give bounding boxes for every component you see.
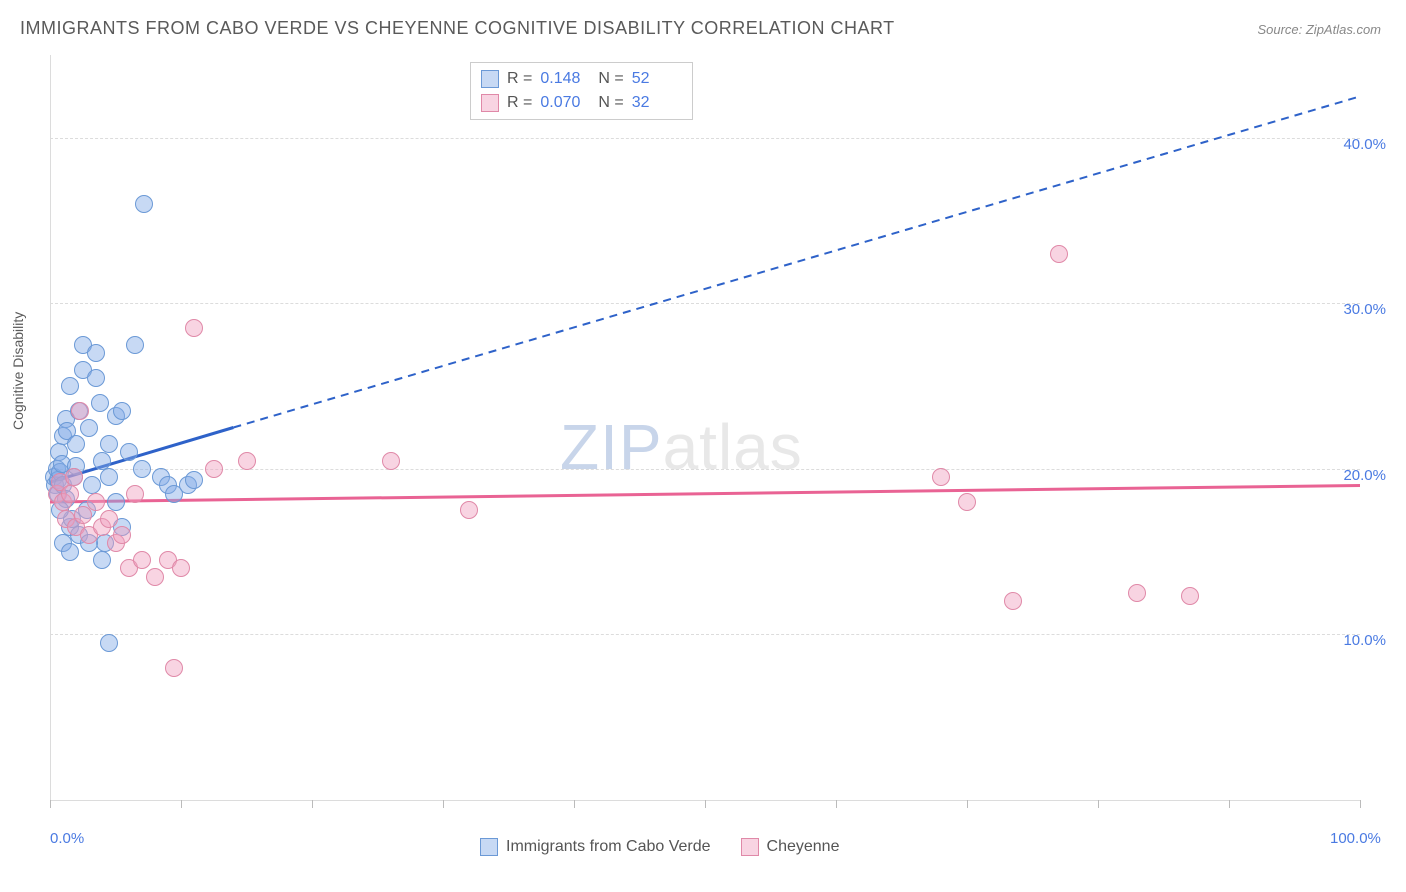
legend-label: Cheyenne <box>767 838 840 856</box>
scatter-point-cabo <box>93 452 111 470</box>
scatter-point-chey <box>185 319 203 337</box>
legend-item: Immigrants from Cabo Verde <box>480 838 711 856</box>
chart-title: IMMIGRANTS FROM CABO VERDE VS CHEYENNE C… <box>20 18 895 39</box>
legend-n-value: 32 <box>632 91 682 115</box>
x-tick <box>967 800 968 808</box>
y-tick-label: 40.0% <box>1343 136 1386 153</box>
y-tick-label: 30.0% <box>1343 301 1386 318</box>
scatter-point-chey <box>382 452 400 470</box>
scatter-point-chey <box>100 510 118 528</box>
scatter-point-cabo <box>87 344 105 362</box>
scatter-point-cabo <box>120 443 138 461</box>
y-axis-line <box>50 55 51 800</box>
scatter-point-cabo <box>67 435 85 453</box>
scatter-point-chey <box>1004 592 1022 610</box>
scatter-point-cabo <box>91 394 109 412</box>
trend-line-dash-cabo <box>233 96 1360 427</box>
series-legend: Immigrants from Cabo Verde Cheyenne <box>480 838 839 856</box>
scatter-point-chey <box>1050 245 1068 263</box>
scatter-point-chey <box>205 460 223 478</box>
x-tick <box>836 800 837 808</box>
scatter-point-chey <box>172 559 190 577</box>
x-tick <box>1229 800 1230 808</box>
x-tick <box>1098 800 1099 808</box>
trend-line-chey <box>50 485 1360 502</box>
scatter-point-chey <box>61 485 79 503</box>
y-tick-label: 20.0% <box>1343 467 1386 484</box>
scatter-point-chey <box>1128 584 1146 602</box>
scatter-point-chey <box>958 493 976 511</box>
scatter-point-cabo <box>100 634 118 652</box>
scatter-point-cabo <box>185 471 203 489</box>
x-tick <box>312 800 313 808</box>
scatter-point-cabo <box>133 460 151 478</box>
scatter-point-chey <box>932 468 950 486</box>
legend-n-value: 52 <box>632 67 682 91</box>
scatter-point-cabo <box>113 402 131 420</box>
legend-r-label: R = <box>507 67 532 91</box>
scatter-point-chey <box>133 551 151 569</box>
scatter-point-chey <box>74 506 92 524</box>
x-tick <box>574 800 575 808</box>
legend-row-cabo: R = 0.148 N = 52 <box>481 67 682 91</box>
scatter-point-cabo <box>100 435 118 453</box>
scatter-point-chey <box>65 468 83 486</box>
scatter-point-cabo <box>80 419 98 437</box>
legend-swatch <box>741 838 759 856</box>
scatter-point-chey <box>1181 587 1199 605</box>
scatter-point-cabo <box>100 468 118 486</box>
x-tick <box>443 800 444 808</box>
scatter-point-chey <box>113 526 131 544</box>
scatter-point-chey <box>165 659 183 677</box>
grid-line <box>50 634 1360 635</box>
legend-r-value: 0.148 <box>540 67 590 91</box>
legend-label: Immigrants from Cabo Verde <box>506 838 711 856</box>
scatter-point-chey <box>126 485 144 503</box>
legend-r-label: R = <box>507 91 532 115</box>
correlation-legend: R = 0.148 N = 52 R = 0.070 N = 32 <box>470 62 693 120</box>
legend-r-value: 0.070 <box>540 91 590 115</box>
x-tick <box>705 800 706 808</box>
grid-line <box>50 303 1360 304</box>
grid-line <box>50 138 1360 139</box>
x-tick <box>181 800 182 808</box>
legend-n-label: N = <box>598 91 623 115</box>
scatter-point-cabo <box>126 336 144 354</box>
legend-swatch <box>480 838 498 856</box>
y-tick-label: 10.0% <box>1343 632 1386 649</box>
scatter-point-chey <box>87 493 105 511</box>
legend-row-chey: R = 0.070 N = 32 <box>481 91 682 115</box>
legend-item: Cheyenne <box>741 838 840 856</box>
legend-swatch <box>481 70 499 88</box>
scatter-point-chey <box>238 452 256 470</box>
scatter-point-cabo <box>93 551 111 569</box>
scatter-point-cabo <box>107 493 125 511</box>
scatter-point-cabo <box>135 195 153 213</box>
watermark: ZIPatlas <box>560 410 803 484</box>
scatter-point-chey <box>146 568 164 586</box>
x-tick <box>50 800 51 808</box>
scatter-point-cabo <box>87 369 105 387</box>
source-attribution: Source: ZipAtlas.com <box>1257 22 1381 37</box>
legend-n-label: N = <box>598 67 623 91</box>
y-axis-label: Cognitive Disability <box>10 312 26 430</box>
scatter-point-cabo <box>83 476 101 494</box>
x-tick-label: 100.0% <box>1330 830 1381 847</box>
scatter-point-cabo <box>61 543 79 561</box>
trend-lines <box>50 55 1360 800</box>
scatter-point-chey <box>71 402 89 420</box>
legend-swatch <box>481 94 499 112</box>
scatter-point-cabo <box>61 377 79 395</box>
scatter-point-chey <box>460 501 478 519</box>
x-tick <box>1360 800 1361 808</box>
x-tick-label: 0.0% <box>50 830 84 847</box>
